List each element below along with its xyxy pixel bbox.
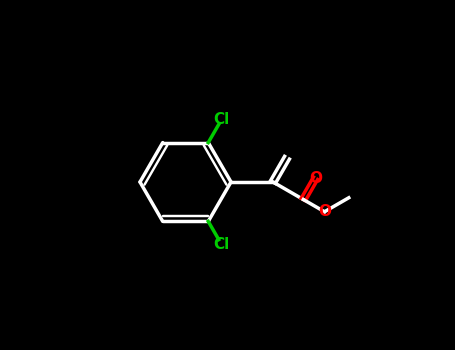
Text: O: O: [318, 204, 331, 219]
Text: O: O: [309, 171, 322, 186]
Text: Cl: Cl: [213, 237, 229, 252]
Text: Cl: Cl: [213, 112, 229, 127]
